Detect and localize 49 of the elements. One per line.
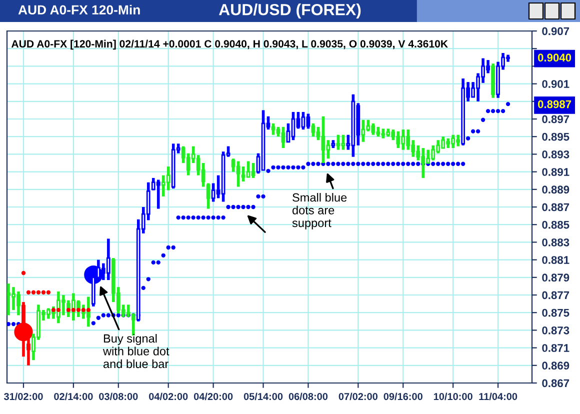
point (36, 290, 41, 294)
y-tick-label: 0.873 (542, 326, 570, 334)
y-tick-label: 0.887 (542, 203, 570, 212)
y-tick-label: 0.867 (542, 379, 570, 388)
point (31, 290, 36, 294)
annotation: Buy signal with blue dot and blue bar (102, 334, 170, 368)
annotation: Small blue dots are support (292, 193, 347, 230)
annotation: AUD A0-FX [120-Min] 02/11/14 +0.0001 C 0.9040, H 0.9043, L 0.9035, O 0.9039, V 4.3610K (11, 40, 448, 50)
point (76, 308, 81, 312)
point (46, 290, 51, 294)
y-tick-label: 0.881 (542, 256, 570, 264)
point (51, 308, 56, 312)
x-tick-label: 03/08:00 (99, 392, 138, 400)
chart-title: AUD/USD (FOREX) (218, 4, 361, 18)
y-tick-label: 0.893 (542, 150, 570, 158)
point (66, 308, 71, 312)
y-tick-label: 0.907 (542, 27, 570, 36)
x-tick-label: 06/08:00 (288, 392, 328, 400)
x-tick-label: 04/20:00 (194, 392, 233, 400)
x-tick-label: 02/14:00 (54, 392, 93, 400)
y-tick-label: 0.897 (542, 115, 570, 124)
y-tick-label: 0.869 (542, 362, 570, 370)
point (56, 308, 61, 312)
x-tick-label: 11/04:00 (479, 392, 518, 400)
point (26, 290, 31, 294)
point (71, 308, 76, 312)
y-tick-label: 0.891 (542, 168, 570, 176)
y2-tick-label: 0.8987 (538, 100, 572, 108)
y-tick-label: 0.883 (542, 238, 570, 246)
y2-tick-label: 0.9040 (538, 54, 572, 62)
y-tick-label: 0.877 (542, 291, 570, 300)
x-tick-label: 31/02:00 (4, 392, 43, 400)
y-tick-label: 0.879 (542, 274, 570, 282)
x-tick-label: 07/02:00 (338, 392, 378, 400)
y-tick-label: 0.885 (542, 220, 570, 229)
y-tick-label: 0.901 (542, 80, 570, 88)
y-tick-label: 0.875 (542, 308, 570, 317)
x-tick-label: 09/16:00 (384, 392, 422, 400)
point (41, 290, 46, 294)
chart-subtitle: AUD A0-FX 120-Min (18, 4, 140, 15)
y-tick-label: 0.871 (542, 344, 570, 352)
x-tick-label: 04/02:00 (149, 392, 188, 400)
candlestick (206, 182, 210, 210)
x-tick-label: 05/14:00 (244, 392, 283, 400)
point (86, 308, 91, 312)
x-tick-label: 10/10:00 (434, 392, 472, 400)
y-tick-label: 0.889 (542, 186, 570, 194)
y-tick-label: 0.895 (542, 132, 570, 141)
point (21, 270, 26, 276)
